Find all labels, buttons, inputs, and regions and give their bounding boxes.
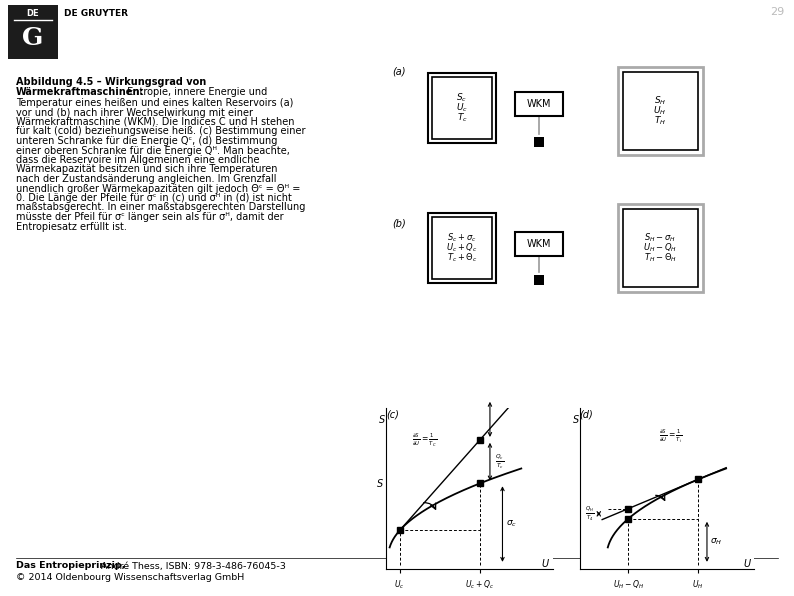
Text: $T_c+\Theta_c$: $T_c+\Theta_c$ — [447, 252, 477, 264]
Text: Temperatur eines heißen und eines kalten Reservoirs (a): Temperatur eines heißen und eines kalten… — [16, 98, 293, 108]
Bar — [534, 275, 544, 285]
Text: $U_H$: $U_H$ — [653, 105, 667, 117]
Text: 0. Die Länge der Pfeile für σᶜ in (c) und σᴴ in (d) ist nicht: 0. Die Länge der Pfeile für σᶜ in (c) un… — [16, 193, 292, 203]
Text: Wärmekraftmaschine (WKM). Die Indices C und H stehen: Wärmekraftmaschine (WKM). Die Indices C … — [16, 117, 295, 127]
Text: $S_H$: $S_H$ — [653, 95, 666, 107]
Text: $S$: $S$ — [572, 414, 580, 426]
Text: DE GRUYTER: DE GRUYTER — [64, 8, 128, 17]
Bar — [515, 92, 563, 116]
Text: $\sigma_c$: $\sigma_c$ — [507, 519, 518, 529]
Text: $S_c$: $S_c$ — [457, 92, 468, 104]
Text: einer oberen Schranke für die Energie Qᴴ. Man beachte,: einer oberen Schranke für die Energie Qᴴ… — [16, 145, 290, 156]
Text: $U$: $U$ — [542, 557, 550, 569]
Text: $U_c+Q_c$: $U_c+Q_c$ — [446, 242, 478, 254]
Text: $U$: $U$ — [743, 557, 752, 569]
Text: WKM: WKM — [526, 99, 551, 109]
Text: $T_H-\Theta_H$: $T_H-\Theta_H$ — [643, 252, 676, 264]
Text: WKM: WKM — [526, 239, 551, 249]
Text: G: G — [22, 26, 44, 50]
Text: André Thess, ISBN: 978-3-486-76045-3: André Thess, ISBN: 978-3-486-76045-3 — [98, 561, 286, 570]
Text: Wärmekraftmaschinen:: Wärmekraftmaschinen: — [16, 87, 145, 97]
Text: $T_H$: $T_H$ — [654, 115, 666, 128]
Text: Entropie, innere Energie und: Entropie, innere Energie und — [124, 87, 268, 97]
Bar — [428, 73, 496, 143]
Text: maßstabsgerecht. In einer maßstabsgerechten Darstellung: maßstabsgerecht. In einer maßstabsgerech… — [16, 203, 306, 213]
Bar — [432, 217, 492, 279]
Bar — [428, 213, 496, 283]
Text: $T_c$: $T_c$ — [457, 112, 468, 124]
Text: müsste der Pfeil für σᶜ länger sein als für σᴴ, damit der: müsste der Pfeil für σᶜ länger sein als … — [16, 212, 283, 222]
Text: $U_H-Q_H$: $U_H-Q_H$ — [643, 242, 677, 254]
Text: 29: 29 — [769, 7, 784, 17]
Bar — [534, 137, 544, 147]
Text: unteren Schranke für die Energie Qᶜ, (d) Bestimmung: unteren Schranke für die Energie Qᶜ, (d)… — [16, 136, 277, 146]
Text: $\frac{Q_c}{T_c}$: $\frac{Q_c}{T_c}$ — [495, 452, 504, 471]
Bar — [515, 232, 563, 256]
Text: $S$: $S$ — [378, 414, 386, 426]
Bar — [618, 67, 703, 155]
Text: (a): (a) — [392, 66, 406, 76]
Text: $\sigma_H$: $\sigma_H$ — [711, 536, 723, 547]
Text: für kalt (cold) beziehungsweise heiß. (c) Bestimmung einer: für kalt (cold) beziehungsweise heiß. (c… — [16, 126, 306, 136]
Text: $\frac{\partial S}{\partial U} = \frac{1}{T_C}$: $\frac{\partial S}{\partial U} = \frac{1… — [412, 432, 437, 449]
Text: $U_c$: $U_c$ — [456, 102, 468, 114]
Text: dass die Reservoire im Allgemeinen eine endliche: dass die Reservoire im Allgemeinen eine … — [16, 155, 260, 165]
Text: Das Entropieprinzip,: Das Entropieprinzip, — [16, 561, 125, 570]
Bar — [432, 77, 492, 139]
Text: vor und (b) nach ihrer Wechselwirkung mit einer: vor und (b) nach ihrer Wechselwirkung mi… — [16, 107, 253, 117]
Bar — [618, 204, 703, 292]
Text: $\frac{Q_H}{T_4}$: $\frac{Q_H}{T_4}$ — [585, 505, 594, 523]
Text: $S_H-\sigma_H$: $S_H-\sigma_H$ — [644, 232, 676, 244]
Bar — [8, 5, 58, 59]
Text: unendlich großer Wärmekapazitäten gilt jedoch Θᶜ = Θᴴ =: unendlich großer Wärmekapazitäten gilt j… — [16, 184, 300, 194]
Text: © 2014 Oldenbourg Wissenschaftsverlag GmbH: © 2014 Oldenbourg Wissenschaftsverlag Gm… — [16, 573, 245, 582]
Text: (c): (c) — [386, 409, 399, 420]
Text: (b): (b) — [392, 218, 406, 228]
Text: Wärmekapazität besitzen und sich ihre Temperaturen: Wärmekapazität besitzen und sich ihre Te… — [16, 164, 277, 175]
Text: nach der Zustandsänderung angleichen. Im Grenzfall: nach der Zustandsänderung angleichen. Im… — [16, 174, 276, 184]
Y-axis label: $S$: $S$ — [376, 477, 384, 489]
Text: Abbildung 4.5 – Wirkungsgrad von: Abbildung 4.5 – Wirkungsgrad von — [16, 77, 206, 87]
Bar — [622, 209, 697, 287]
Bar — [622, 72, 697, 150]
Text: Entropiesatz erfüllt ist.: Entropiesatz erfüllt ist. — [16, 222, 127, 231]
Text: $\frac{\partial S}{\partial U} = \frac{1}{T_i}$: $\frac{\partial S}{\partial U} = \frac{1… — [658, 428, 682, 445]
Text: DE: DE — [27, 8, 40, 17]
Text: (d): (d) — [580, 409, 593, 420]
Text: $S_c+\sigma_c$: $S_c+\sigma_c$ — [447, 232, 476, 244]
